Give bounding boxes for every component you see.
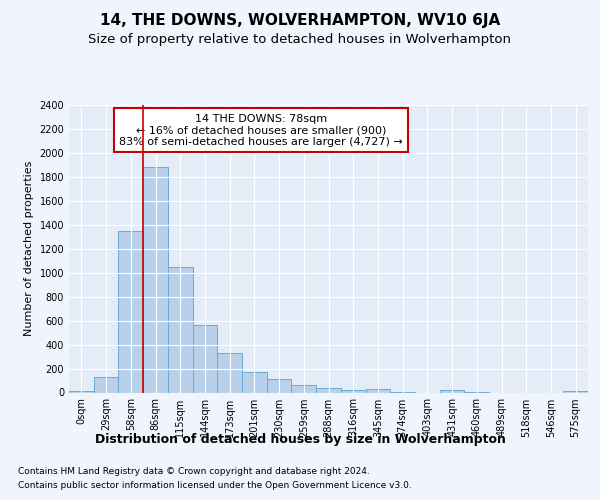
Bar [193, 326, 217, 392]
Bar [316, 388, 341, 392]
Bar [341, 390, 365, 392]
Bar [267, 380, 292, 392]
Bar [143, 168, 168, 392]
Text: Distribution of detached houses by size in Wolverhampton: Distribution of detached houses by size … [95, 432, 505, 446]
Bar [242, 372, 267, 392]
Bar [168, 266, 193, 392]
Bar [292, 386, 316, 392]
Y-axis label: Number of detached properties: Number of detached properties [24, 161, 34, 336]
Bar [94, 377, 118, 392]
Text: Size of property relative to detached houses in Wolverhampton: Size of property relative to detached ho… [89, 32, 511, 46]
Bar [440, 390, 464, 392]
Text: Contains public sector information licensed under the Open Government Licence v3: Contains public sector information licen… [18, 481, 412, 490]
Text: 14, THE DOWNS, WOLVERHAMPTON, WV10 6JA: 14, THE DOWNS, WOLVERHAMPTON, WV10 6JA [100, 12, 500, 28]
Text: Contains HM Land Registry data © Crown copyright and database right 2024.: Contains HM Land Registry data © Crown c… [18, 467, 370, 476]
Bar [217, 353, 242, 393]
Bar [118, 231, 143, 392]
Bar [365, 389, 390, 392]
Bar [69, 390, 94, 392]
Text: 14 THE DOWNS: 78sqm
← 16% of detached houses are smaller (900)
83% of semi-detac: 14 THE DOWNS: 78sqm ← 16% of detached ho… [119, 114, 403, 147]
